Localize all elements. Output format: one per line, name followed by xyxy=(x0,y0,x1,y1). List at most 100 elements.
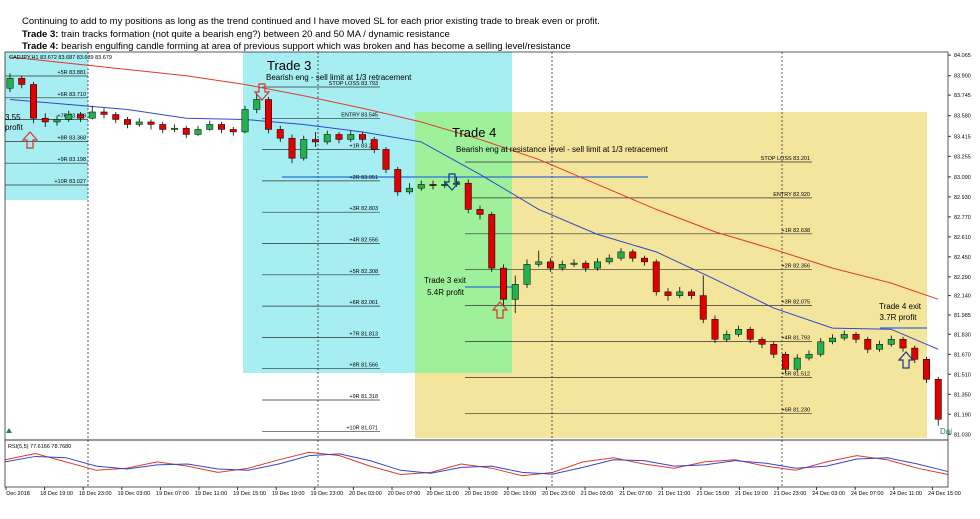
candle-body xyxy=(41,117,49,123)
candle-body xyxy=(88,111,96,119)
candle-body xyxy=(652,261,660,293)
candle-body xyxy=(300,139,308,159)
x-tick-label: 20 Dec 07:00 xyxy=(388,491,421,497)
x-tick-label: 24 Dec 11:00 xyxy=(890,491,922,497)
candle-body xyxy=(570,262,578,265)
candle-body xyxy=(911,347,919,360)
candle-body xyxy=(488,214,496,269)
indicator-line xyxy=(4,453,949,475)
profit-note: 3.55 xyxy=(5,113,21,122)
candle-body xyxy=(500,267,507,300)
candle-body xyxy=(276,129,284,139)
y-tick-label: 82.930 xyxy=(954,195,971,201)
candle-body xyxy=(53,119,61,123)
y-tick-label: 83.255 xyxy=(954,154,971,160)
x-tick-label: 20 Dec 11:00 xyxy=(426,491,458,497)
candle-body xyxy=(864,339,872,350)
candle-body xyxy=(887,339,895,345)
y-tick-label: 81.190 xyxy=(954,412,971,418)
level-label: +7R 81.813 xyxy=(349,331,378,337)
x-tick-label: 21 Dec 19:00 xyxy=(735,491,768,497)
candle-body xyxy=(194,129,202,135)
candle-body xyxy=(594,261,601,269)
candle-body xyxy=(124,119,131,125)
level-label: +2R 82.356 xyxy=(781,264,810,270)
level-label: +2R 83.051 xyxy=(349,175,378,181)
x-tick-label: 19 Dec 03:00 xyxy=(117,491,150,497)
x-tick-label: 20 Dec 15:00 xyxy=(465,491,498,497)
candle-body xyxy=(218,124,225,130)
chart-symbol: CADJPY,H1 83.672 83.687 83.639 83.679 xyxy=(9,55,112,61)
x-tick-label: 18 Dec 23:00 xyxy=(79,491,112,497)
candle-body xyxy=(688,291,695,296)
y-tick-label: 83.415 xyxy=(954,134,971,140)
candle-body xyxy=(382,149,390,170)
candle-body xyxy=(535,261,543,265)
candle-body xyxy=(934,379,942,420)
candle-body xyxy=(18,77,26,85)
header-text: train tracks formation (not quite a bear… xyxy=(58,29,449,40)
level-label: +6R 82.061 xyxy=(349,300,378,306)
level-label: +5R 81.512 xyxy=(781,371,810,377)
candle-body xyxy=(758,339,766,345)
y-tick-label: 82.610 xyxy=(954,235,971,241)
candle-body xyxy=(735,329,742,335)
level-label: +10R 83.027 xyxy=(54,179,86,185)
exit-note: 5.4R profit xyxy=(427,288,465,297)
x-tick-label: 24 Dec 15:00 xyxy=(928,491,961,497)
candle-body xyxy=(523,264,531,285)
profit-note: profit xyxy=(5,123,24,132)
candle-body xyxy=(30,84,37,119)
candle-body xyxy=(241,109,249,133)
candle-body xyxy=(711,319,719,340)
x-tick-label: 21 Dec 07:00 xyxy=(619,491,652,497)
candle-body xyxy=(805,354,813,359)
level-label: +5R 82.308 xyxy=(349,269,378,275)
entry-arrow xyxy=(21,131,39,149)
header-label: Trade 4: xyxy=(22,41,58,52)
candle-body xyxy=(582,262,590,269)
x-tick-label: 19 Dec 07:00 xyxy=(156,491,189,497)
candle-body xyxy=(394,169,402,193)
candle-body xyxy=(746,329,754,340)
candle-body xyxy=(206,124,214,130)
candle-body xyxy=(6,77,14,89)
candle-body xyxy=(558,264,566,269)
candle-body xyxy=(171,127,178,130)
header-line: Continuing to add to my positions as lon… xyxy=(22,16,600,27)
candle-body xyxy=(335,134,343,140)
level-label: +5R 83.881 xyxy=(57,70,86,76)
level-label: +1R 83.298 xyxy=(349,144,378,150)
candle-body xyxy=(617,251,625,259)
entry-arrow xyxy=(491,301,509,319)
exit-note: Trade 3 exit xyxy=(424,276,467,285)
header-label: Trade 3: xyxy=(22,29,58,40)
candle-body xyxy=(359,134,366,140)
x-tick-label: 19 Dec 23:00 xyxy=(310,491,343,497)
candle-body xyxy=(852,334,860,340)
level-label: +6R 83.710 xyxy=(57,92,86,98)
header-line: Trade 3: train tracks formation (not qui… xyxy=(22,29,450,40)
y-tick-label: 81.350 xyxy=(954,392,971,398)
x-tick-label: 19 Dec 19:00 xyxy=(272,491,305,497)
candle-body xyxy=(429,184,437,186)
candle-body xyxy=(77,114,84,119)
level-label: +4R 81.793 xyxy=(781,336,810,342)
candle-body xyxy=(288,137,296,159)
y-tick-label: 82.450 xyxy=(954,255,971,261)
candle-body xyxy=(464,182,472,210)
level-label: STOP LOSS 83.201 xyxy=(761,156,810,162)
y-tick-label: 82.140 xyxy=(954,294,971,300)
moving-average xyxy=(9,98,939,350)
indicator-label: RSI(5,5) 77.6166 78.7680 xyxy=(8,444,71,450)
exit-arrow xyxy=(897,351,915,369)
x-tick-label: 24 Dec 07:00 xyxy=(851,491,884,497)
level-label: +10R 81.071 xyxy=(346,425,378,431)
y-tick-label: 82.290 xyxy=(954,275,971,281)
candle-body xyxy=(699,295,707,320)
y-tick-label: 83.745 xyxy=(954,93,971,99)
candle-body xyxy=(511,284,519,300)
candle-body xyxy=(817,341,825,355)
level-label: +1R 82.638 xyxy=(781,228,810,234)
y-tick-label: 83.900 xyxy=(954,74,971,80)
